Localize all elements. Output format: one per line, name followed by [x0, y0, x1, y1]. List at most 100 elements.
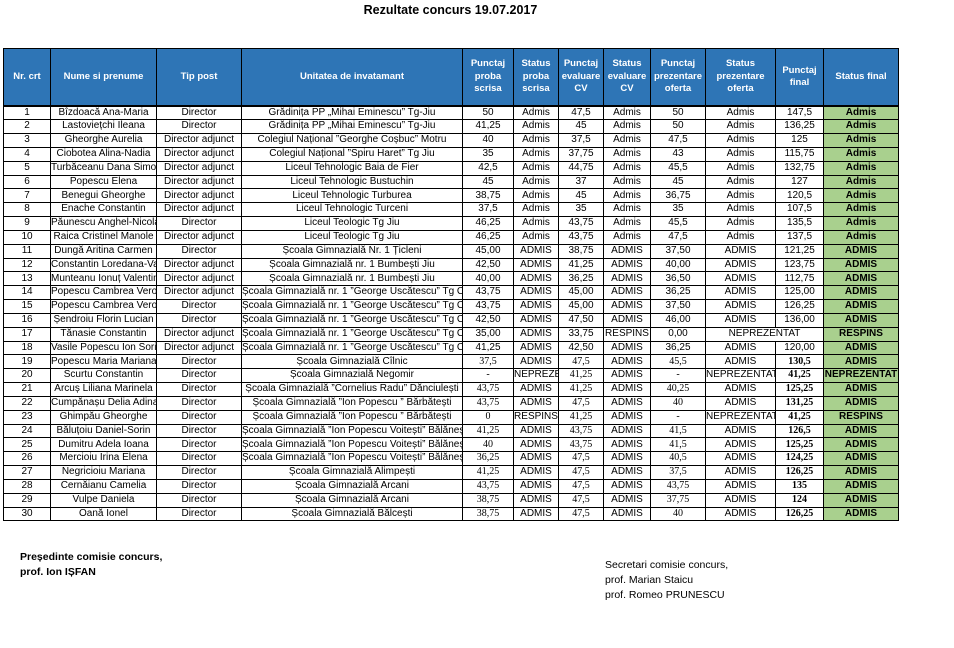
- cell-pcv: 47,5: [558, 451, 604, 467]
- cell-pp: 50: [650, 119, 706, 135]
- cell-pcv: 47,5: [558, 354, 604, 370]
- cell-sf: ADMIS: [823, 437, 899, 453]
- cell-unitate: Colegiul Național ”Spiru Haret” Tg Jiu: [241, 146, 463, 162]
- cell-pcv: 47,50: [558, 312, 604, 328]
- column-header-status-final: Status final: [823, 48, 899, 107]
- cell-sf: ADMIS: [823, 354, 899, 370]
- column-header-punctaj-proba-scrisa: Punctaj proba scrisa: [462, 48, 514, 107]
- cell-tip: Director adjunct: [156, 188, 242, 204]
- cell-tip: Director: [156, 465, 242, 480]
- cell-unitate: Școala Gimnazială Cîlnic: [241, 354, 463, 370]
- cell-tip: Director adjunct: [156, 285, 242, 301]
- cell-pcv: 41,25: [558, 409, 604, 425]
- cell-sf: ADMIS: [823, 340, 899, 356]
- cell-nr: 17: [3, 326, 51, 342]
- cell-pcv: 37: [558, 174, 604, 190]
- cell-unitate: Școala Gimnazială Arcani: [241, 492, 463, 508]
- cell-ps: 43,75: [462, 478, 514, 494]
- cell-unitate: Școala Gimnazială ”Ion Popescu Voitești”…: [241, 437, 463, 453]
- cell-sf: ADMIS: [823, 492, 899, 508]
- cell-nume: Bîzdoacă Ana-Maria: [50, 105, 157, 121]
- cell-pp: 40,00: [650, 257, 706, 273]
- cell-sf: Admis: [823, 119, 899, 135]
- cell-nume: Mercioiu Irina Elena: [50, 451, 157, 467]
- cell-unitate: Școala Gimnazială nr. 1 ”George Uscătesc…: [241, 340, 463, 356]
- cell-sp: ADMIS: [705, 395, 776, 411]
- cell-pp: 36,75: [650, 188, 706, 204]
- cell-nume: Negricioiu Mariana: [50, 465, 157, 480]
- table-row: 13 Munteanu Ionuț Valentin Director adjunc…: [3, 271, 899, 287]
- cell-scv: Admis: [603, 146, 651, 162]
- cell-nume: Enache Constantin: [50, 202, 157, 218]
- cell-ss: ADMIS: [513, 492, 559, 508]
- cell-pf: 125,00: [775, 285, 824, 301]
- cell-sf: NEPREZENTAT: [823, 368, 899, 384]
- cell-ss: ADMIS: [513, 312, 559, 328]
- cell-pp: 35: [650, 202, 706, 218]
- cell-pcv: 35: [558, 202, 604, 218]
- cell-pp: 43,75: [650, 478, 706, 494]
- cell-sf: ADMIS: [823, 312, 899, 328]
- table-row: 23 Ghimpău Gheorghe Director Școala Gimnazi…: [3, 409, 899, 425]
- cell-tip: Director adjunct: [156, 257, 242, 273]
- cell-scv: Admis: [603, 229, 651, 245]
- cell-pcv: 36,25: [558, 271, 604, 287]
- cell-pp: 36,25: [650, 340, 706, 356]
- cell-nume: Vasile Popescu Ion Sorin: [50, 340, 157, 356]
- president-signature-block: Președinte comisie concurs, prof. Ion IȘ…: [20, 550, 162, 580]
- cell-unitate: Școala Gimnazială nr. 1 ”George Uscătesc…: [241, 285, 463, 301]
- cell-sf: Admis: [823, 216, 899, 231]
- cell-nume: Ghimpău Gheorghe: [50, 409, 157, 425]
- table-row: 2 Lastoviețchi Ileana Director Grădinița PP…: [3, 119, 899, 135]
- cell-ps: 42,50: [462, 312, 514, 328]
- cell-sf: ADMIS: [823, 506, 899, 522]
- table-row: 20 Scurtu Constantin Director Școala Gimnaz…: [3, 368, 899, 384]
- cell-nume: Șendroiu Florin Lucian: [50, 312, 157, 328]
- cell-nume: Dungă Aritina Carmen: [50, 243, 157, 259]
- cell-ps: 38,75: [462, 506, 514, 522]
- cell-scv: ADMIS: [603, 271, 651, 287]
- cell-pf: 120,5: [775, 188, 824, 204]
- cell-sp: NEPREZENTAT: [705, 409, 776, 425]
- cell-pp: -: [650, 409, 706, 425]
- cell-nr: 30: [3, 506, 51, 522]
- cell-pcv: 37,5: [558, 133, 604, 148]
- cell-nume: Benegui Gheorghe: [50, 188, 157, 204]
- cell-pp: 37,50: [650, 243, 706, 259]
- cell-sp: ADMIS: [705, 271, 776, 287]
- cell-scv: ADMIS: [603, 285, 651, 301]
- president-title-line: Președinte comisie concurs,: [20, 551, 163, 563]
- cell-nume: Raica Cristinel Manole: [50, 229, 157, 245]
- cell-pcv: 45,00: [558, 285, 604, 301]
- table-row: 28 Cernăianu Camelia Director Școala Gimnaz…: [3, 478, 899, 494]
- cell-nr: 3: [3, 133, 51, 148]
- cell-ss: ADMIS: [513, 465, 559, 480]
- cell-sp: ADMIS: [705, 478, 776, 494]
- cell-tip: Director: [156, 368, 242, 384]
- cell-scv: ADMIS: [603, 465, 651, 480]
- cell-sp: ADMIS: [705, 285, 776, 301]
- cell-pcv: 41,25: [558, 257, 604, 273]
- cell-pf: 120,00: [775, 340, 824, 356]
- cell-pcv: 43,75: [558, 216, 604, 231]
- cell-tip: Director: [156, 105, 242, 121]
- cell-nr: 18: [3, 340, 51, 356]
- cell-pf: 135,5: [775, 216, 824, 231]
- cell-nr: 19: [3, 354, 51, 370]
- cell-pcv: 42,50: [558, 340, 604, 356]
- cell-scv: Admis: [603, 133, 651, 148]
- cell-nr: 10: [3, 229, 51, 245]
- cell-scv: ADMIS: [603, 382, 651, 397]
- cell-nr: 5: [3, 160, 51, 176]
- cell-scv: Admis: [603, 119, 651, 135]
- cell-unitate: Școala Gimnazială nr. 1 Bumbești Jiu: [241, 257, 463, 273]
- cell-nr: 20: [3, 368, 51, 384]
- cell-ps: 43,75: [462, 285, 514, 301]
- cell-nr: 8: [3, 202, 51, 218]
- cell-nr: 2: [3, 119, 51, 135]
- cell-sf: ADMIS: [823, 243, 899, 259]
- cell-scv: Admis: [603, 160, 651, 176]
- cell-tip: Director adjunct: [156, 229, 242, 245]
- cell-tip: Director: [156, 299, 242, 314]
